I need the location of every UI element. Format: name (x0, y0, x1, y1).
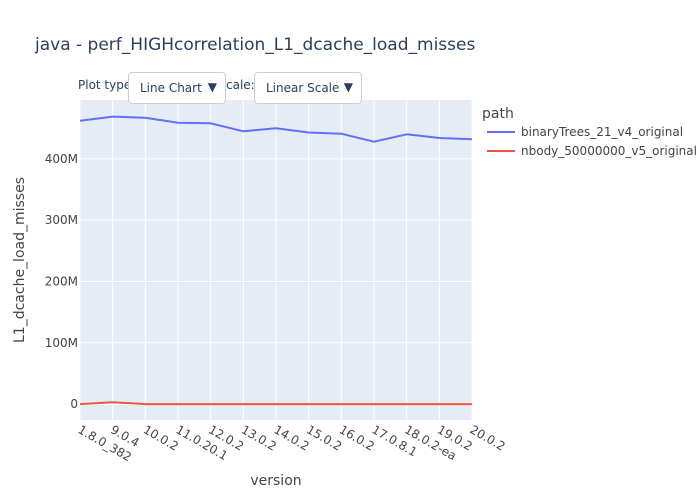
chevron-down-icon: ▼ (344, 80, 353, 94)
plot-type-label: Plot type (78, 78, 131, 92)
y-tick-label: 300M (45, 213, 78, 227)
y-tick-label: 0 (70, 397, 78, 411)
y-tick-label: 400M (45, 152, 78, 166)
x-tick-label: 16.0.2 (337, 422, 377, 453)
x-tick-label: 15.0.2 (304, 422, 344, 453)
y-axis-title: L1_dcache_load_misses (12, 177, 28, 343)
y-axis-ticks: 0 100M 200M 300M 400M (45, 152, 78, 411)
chart-title: java - perf_HIGHcorrelation_L1_dcache_lo… (34, 35, 475, 55)
y-tick-label: 200M (45, 274, 78, 288)
x-axis-title: version (250, 473, 301, 489)
x-tick-label: 20.0.2 (468, 422, 508, 453)
scale-dropdown[interactable]: Linear Scale ▼ (254, 72, 362, 104)
legend-label: nbody_50000000_v5_original (521, 144, 697, 158)
legend-item[interactable]: nbody_50000000_v5_original (487, 144, 697, 158)
x-tick-label: 14.0.2 (272, 422, 312, 453)
legend-label: binaryTrees_21_v4_original (521, 125, 683, 139)
scale-value: Linear Scale (266, 81, 339, 95)
legend[interactable]: path binaryTrees_21_v4_original nbody_500… (482, 106, 697, 158)
scale-label: cale: (226, 78, 255, 92)
x-tick-label: 13.0.2 (239, 422, 279, 453)
legend-item[interactable]: binaryTrees_21_v4_original (487, 125, 683, 139)
y-tick-label: 100M (45, 336, 78, 350)
x-tick-label: 10.0.2 (141, 422, 181, 453)
plot-type-value: Line Chart (140, 81, 202, 95)
chevron-down-icon: ▼ (208, 80, 217, 94)
legend-title: path (482, 106, 514, 122)
plot-type-dropdown[interactable]: Line Chart ▼ (128, 72, 226, 104)
